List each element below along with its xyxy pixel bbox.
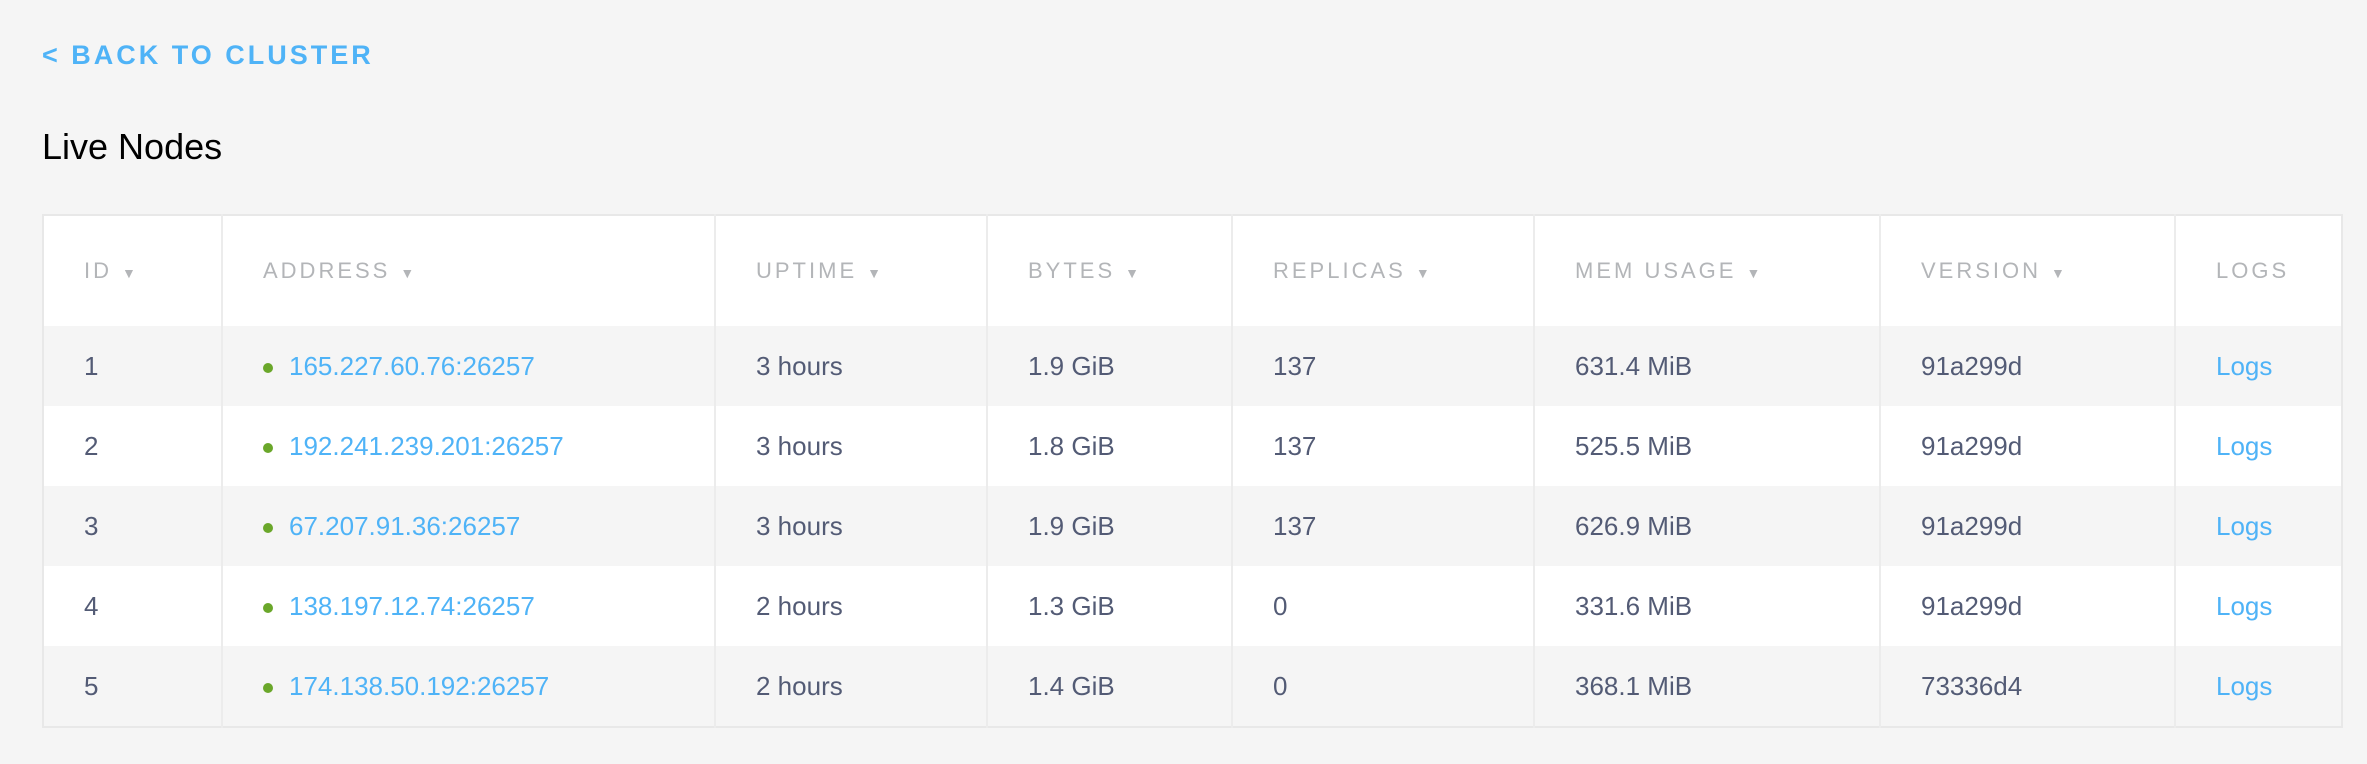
node-bytes: 1.9 GiB xyxy=(986,486,1232,566)
column-header-id[interactable]: ID ▼ xyxy=(43,215,222,326)
sort-arrow-icon: ▼ xyxy=(1125,265,1139,281)
column-label: ID xyxy=(84,258,112,283)
node-uptime: 3 hours xyxy=(714,406,987,486)
live-status-dot-icon xyxy=(263,602,273,613)
sort-arrow-icon: ▼ xyxy=(122,265,136,281)
node-logs-cell: Logs xyxy=(2174,566,2342,646)
page-title: Live Nodes xyxy=(42,126,223,167)
column-header-replicas[interactable]: REPLICAS ▼ xyxy=(1231,215,1534,326)
node-address-cell: 138.197.12.74:26257 xyxy=(221,566,715,646)
node-address-link[interactable]: 174.138.50.192:26257 xyxy=(289,670,550,701)
node-address-cell: 192.241.239.201:26257 xyxy=(221,406,715,486)
sort-arrow-icon: ▼ xyxy=(1746,265,1761,281)
sort-arrow-icon: ▼ xyxy=(400,265,415,281)
column-header-bytes[interactable]: BYTES ▼ xyxy=(986,215,1232,326)
node-uptime: 2 hours xyxy=(714,566,987,646)
node-uptime: 3 hours xyxy=(714,486,987,566)
sort-arrow-icon: ▼ xyxy=(1415,265,1430,281)
column-header-address[interactable]: ADDRESS ▼ xyxy=(221,215,715,326)
live-status-dot-icon xyxy=(263,362,273,373)
column-label: UPTIME xyxy=(756,258,858,283)
column-label: BYTES xyxy=(1028,258,1116,283)
table-row: 5 174.138.50.192:26257 2 hours 1.4 GiB 0 368.… xyxy=(43,646,2342,727)
node-address-cell: 174.138.50.192:26257 xyxy=(221,646,715,727)
node-bytes: 1.9 GiB xyxy=(986,326,1232,406)
table-row: 1 165.227.60.76:26257 3 hours 1.9 GiB 137 631… xyxy=(43,326,2342,406)
column-label: MEM USAGE xyxy=(1575,258,1737,283)
node-mem-usage: 631.4 MiB xyxy=(1533,326,1880,406)
column-header-mem-usage[interactable]: MEM USAGE ▼ xyxy=(1533,215,1880,326)
node-version: 73336d4 xyxy=(1879,646,2175,727)
table-row: 3 67.207.91.36:26257 3 hours 1.9 GiB 137 626.… xyxy=(43,486,2342,566)
back-to-cluster-link[interactable]: < BACK TO CLUSTER xyxy=(42,40,374,70)
node-address-link[interactable]: 67.207.91.36:26257 xyxy=(289,510,521,541)
node-logs-link[interactable]: Logs xyxy=(2216,590,2273,621)
node-id: 4 xyxy=(43,566,222,646)
node-bytes: 1.8 GiB xyxy=(986,406,1232,486)
live-status-dot-icon xyxy=(263,442,273,453)
node-version: 91a299d xyxy=(1879,566,2175,646)
node-bytes: 1.4 GiB xyxy=(986,646,1232,727)
live-status-dot-icon xyxy=(263,682,273,693)
node-mem-usage: 525.5 MiB xyxy=(1533,406,1880,486)
node-uptime: 2 hours xyxy=(714,646,987,727)
node-logs-cell: Logs xyxy=(2174,486,2342,566)
column-label: VERSION xyxy=(1921,258,2042,283)
sort-arrow-icon: ▼ xyxy=(867,265,881,281)
node-version: 91a299d xyxy=(1879,326,2175,406)
table-header-row: ID ▼ ADDRESS ▼ UPTIME ▼ BYTES ▼ REPLICAS ▼ ME… xyxy=(43,215,2342,326)
node-mem-usage: 331.6 MiB xyxy=(1533,566,1880,646)
node-replicas: 0 xyxy=(1231,646,1534,727)
node-replicas: 0 xyxy=(1231,566,1534,646)
column-label: LOGS xyxy=(2216,258,2290,283)
node-id: 1 xyxy=(43,326,222,406)
sort-arrow-icon: ▼ xyxy=(2051,265,2065,281)
node-version: 91a299d xyxy=(1879,406,2175,486)
node-address-cell: 165.227.60.76:26257 xyxy=(221,326,715,406)
column-header-version[interactable]: VERSION ▼ xyxy=(1879,215,2175,326)
column-header-uptime[interactable]: UPTIME ▼ xyxy=(714,215,987,326)
node-id: 5 xyxy=(43,646,222,727)
node-logs-link[interactable]: Logs xyxy=(2216,430,2273,461)
node-version: 91a299d xyxy=(1879,486,2175,566)
node-address-link[interactable]: 192.241.239.201:26257 xyxy=(289,430,564,461)
node-id: 2 xyxy=(43,406,222,486)
node-address-link[interactable]: 165.227.60.76:26257 xyxy=(289,350,535,381)
node-address-cell: 67.207.91.36:26257 xyxy=(221,486,715,566)
node-logs-link[interactable]: Logs xyxy=(2216,350,2273,381)
node-replicas: 137 xyxy=(1231,406,1534,486)
node-logs-cell: Logs xyxy=(2174,406,2342,486)
live-nodes-table: ID ▼ ADDRESS ▼ UPTIME ▼ BYTES ▼ REPLICAS ▼ ME… xyxy=(42,214,2343,728)
live-status-dot-icon xyxy=(263,522,273,533)
node-bytes: 1.3 GiB xyxy=(986,566,1232,646)
node-id: 3 xyxy=(43,486,222,566)
node-logs-link[interactable]: Logs xyxy=(2216,510,2273,541)
node-replicas: 137 xyxy=(1231,486,1534,566)
node-logs-link[interactable]: Logs xyxy=(2216,670,2273,701)
column-label: REPLICAS xyxy=(1273,258,1406,283)
node-replicas: 137 xyxy=(1231,326,1534,406)
node-logs-cell: Logs xyxy=(2174,646,2342,727)
column-header-logs: LOGS xyxy=(2174,215,2342,326)
node-address-link[interactable]: 138.197.12.74:26257 xyxy=(289,590,535,621)
column-label: ADDRESS xyxy=(263,258,391,283)
table-row: 2 192.241.239.201:26257 3 hours 1.8 GiB 137 5… xyxy=(43,406,2342,486)
node-mem-usage: 368.1 MiB xyxy=(1533,646,1880,727)
node-mem-usage: 626.9 MiB xyxy=(1533,486,1880,566)
table-row: 4 138.197.12.74:26257 2 hours 1.3 GiB 0 331.6… xyxy=(43,566,2342,646)
node-uptime: 3 hours xyxy=(714,326,987,406)
node-logs-cell: Logs xyxy=(2174,326,2342,406)
